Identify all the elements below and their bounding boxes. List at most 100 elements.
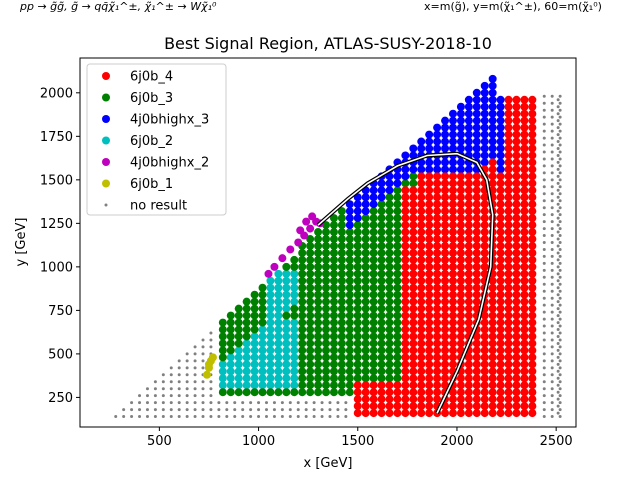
cyan-sr-point [242,374,251,383]
red-sr-point [504,269,513,278]
green-sr-point [369,325,378,334]
no-result-point [556,321,560,325]
red-sr-point [496,221,505,230]
red-sr-point [456,262,465,271]
red-sr-point [441,360,450,369]
red-sr-point [496,179,505,188]
green-sr-point [361,367,370,376]
cyan-sr-point [258,360,267,369]
blue-sr-point [345,207,354,216]
green-sr-point [369,221,378,230]
blue-sr-point [496,165,505,174]
green-sr-point [409,179,418,188]
no-result-point [304,408,308,412]
no-result-point [201,338,205,342]
blue-sr-point [480,151,489,160]
green-sr-point [306,269,315,278]
green-sr-point [393,221,402,230]
green-sr-point [377,207,386,216]
legend-marker [102,158,110,166]
no-result-point [556,251,560,255]
legend-marker [102,72,110,80]
red-sr-point [528,95,537,104]
cyan-sr-point [290,318,299,327]
green-sr-point [322,332,331,341]
green-sr-point [322,241,331,250]
red-sr-point [417,235,426,244]
red-sr-point [385,381,394,390]
no-result-point [312,408,316,412]
red-sr-point [496,318,505,327]
no-result-point [550,254,554,258]
red-sr-point [441,228,450,237]
red-sr-point [520,409,529,418]
green-sr-point [393,304,402,313]
green-sr-point [353,367,362,376]
blue-sr-point [496,151,505,160]
green-sr-point [369,318,378,327]
cyan-sr-point [266,339,275,348]
green-sr-point [258,283,267,292]
red-sr-point [401,318,410,327]
green-sr-point [377,262,386,271]
green-sr-point [377,318,386,327]
no-result-point [558,324,562,328]
red-sr-point [528,339,537,348]
cyan-sr-point [250,360,259,369]
no-result-point [185,387,189,391]
red-sr-point [393,409,402,418]
no-result-point [550,387,554,391]
red-sr-point [448,353,457,362]
no-result-point [209,331,213,335]
green-sr-point [353,262,362,271]
no-result-point [177,373,181,377]
red-sr-point [409,388,418,397]
green-sr-point [337,276,346,285]
red-sr-point [441,353,450,362]
no-result-point [556,334,560,338]
green-sr-point [377,235,386,244]
red-sr-point [441,346,450,355]
no-result-point [542,150,546,154]
red-sr-point [512,109,521,118]
red-sr-point [512,214,521,223]
red-sr-point [425,241,434,250]
6j0b-1-point [204,360,213,369]
green-sr-point [393,193,402,202]
red-sr-point [496,262,505,271]
red-sr-point [512,304,521,313]
green-sr-point [314,332,323,341]
green-sr-point [322,388,331,397]
green-sr-point [329,214,338,223]
green-sr-point [393,186,402,195]
red-sr-point [496,235,505,244]
no-result-point [556,119,560,123]
red-sr-point [520,262,529,271]
red-sr-point [441,304,450,313]
red-sr-point [480,402,489,411]
red-sr-point [496,193,505,202]
red-sr-point [448,402,457,411]
green-sr-point [393,200,402,209]
red-sr-point [433,304,442,313]
cyan-sr-point [290,360,299,369]
green-sr-point [314,381,323,390]
blue-sr-point [417,165,426,174]
cyan-sr-point [226,360,235,369]
blue-sr-point [480,137,489,146]
green-sr-point [361,248,370,257]
red-sr-point [528,255,537,264]
red-sr-point [425,311,434,320]
no-result-point [130,401,134,405]
legend-marker [102,93,110,102]
blue-sr-point [464,95,473,104]
green-sr-point [361,235,370,244]
red-sr-point [409,269,418,278]
no-result-point [209,408,213,412]
red-sr-point [448,228,457,237]
x-axis-label: x [GeV] [304,456,353,471]
no-result-point [550,289,554,293]
green-sr-point [306,241,315,250]
red-sr-point [425,276,434,285]
no-result-point [550,345,554,349]
